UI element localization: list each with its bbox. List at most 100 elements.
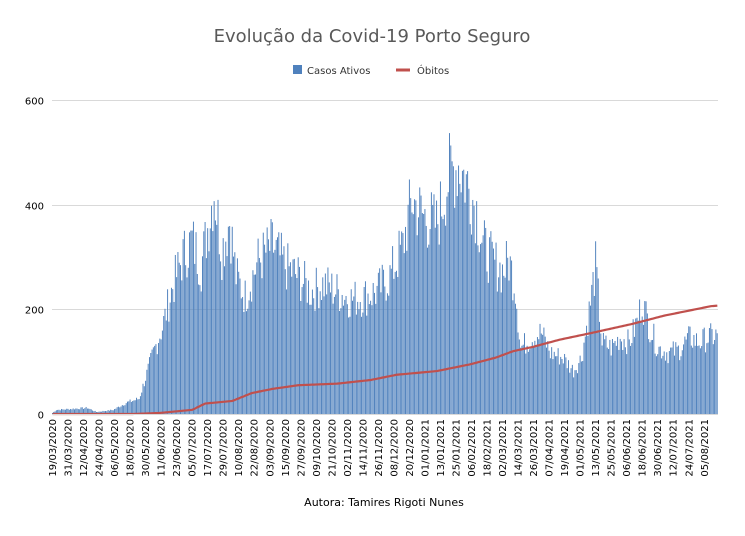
x-tick-label: 30/05/2020 [141, 419, 152, 477]
x-tick-label: 05/08/2021 [700, 419, 711, 477]
x-tick-label: 02/11/2020 [343, 419, 354, 477]
bar-casos-ativos [67, 408, 69, 414]
bar-casos-ativos [591, 284, 593, 414]
bar-casos-ativos [522, 344, 524, 414]
bar-casos-ativos [694, 345, 696, 414]
bar-casos-ativos [141, 392, 143, 414]
bar-casos-ativos [379, 268, 381, 414]
bar-casos-ativos [569, 372, 571, 414]
bar-casos-ativos [551, 347, 553, 414]
bar-casos-ativos [615, 345, 617, 414]
bar-casos-ativos [129, 399, 131, 414]
bar-casos-ativos [169, 302, 171, 414]
bar-casos-ativos [469, 224, 471, 414]
bar-casos-ativos [101, 411, 103, 414]
bar-casos-ativos [163, 316, 165, 414]
bar-casos-ativos [301, 287, 303, 414]
bar-casos-ativos [226, 256, 228, 414]
bar-casos-ativos [652, 339, 654, 414]
bar-casos-ativos [178, 262, 180, 414]
bar-casos-ativos [438, 244, 440, 414]
bar-casos-ativos [308, 280, 310, 414]
bar-casos-ativos [190, 230, 192, 414]
bar-casos-ativos [668, 351, 670, 414]
x-tick-label: 26/03/2021 [529, 419, 540, 477]
bar-casos-ativos [570, 368, 572, 414]
bar-casos-ativos [270, 219, 272, 414]
bar-casos-ativos [138, 399, 140, 414]
bar-casos-ativos [296, 278, 298, 414]
bar-casos-ativos [716, 333, 718, 414]
bar-casos-ativos [473, 205, 475, 414]
bar-casos-ativos [548, 350, 550, 414]
bar-casos-ativos [262, 232, 264, 414]
bar-casos-ativos [256, 262, 258, 414]
bar-casos-ativos [436, 200, 438, 414]
bar-casos-ativos [539, 323, 541, 414]
bar-casos-ativos [90, 409, 92, 414]
bar-casos-ativos [518, 339, 520, 414]
casos-ativos-series [52, 133, 718, 415]
bar-casos-ativos [380, 292, 382, 414]
bar-casos-ativos [52, 412, 53, 414]
x-tick-label: 21/10/2020 [327, 419, 338, 477]
bar-casos-ativos [335, 294, 337, 414]
bar-casos-ativos [417, 217, 419, 414]
bar-casos-ativos [403, 253, 405, 414]
bar-casos-ativos [265, 252, 267, 414]
bar-casos-ativos [336, 274, 338, 414]
bar-casos-ativos [342, 305, 344, 414]
author-credit: Autora: Tamires Rigoti Nunes [304, 496, 464, 509]
x-tick-label: 07/04/2021 [545, 419, 556, 477]
y-tick-label: 0 [38, 411, 44, 422]
bar-casos-ativos [340, 308, 342, 414]
bar-casos-ativos [412, 214, 414, 414]
bar-casos-ativos [606, 347, 608, 414]
x-tick-label: 25/01/2021 [451, 419, 462, 477]
bar-casos-ativos [405, 226, 407, 414]
bar-casos-ativos [666, 352, 668, 414]
bar-casos-ativos [655, 356, 657, 414]
bar-casos-ativos [146, 369, 148, 414]
bar-casos-ativos [582, 361, 584, 414]
bar-casos-ativos [289, 262, 291, 414]
bar-casos-ativos [236, 258, 238, 414]
bar-casos-ativos [452, 166, 454, 414]
bar-casos-ativos [354, 281, 356, 414]
bar-casos-ativos [663, 351, 665, 414]
bar-casos-ativos [202, 256, 203, 414]
bar-casos-ativos [683, 344, 685, 414]
bar-casos-ativos [648, 339, 650, 414]
bar-casos-ativos [177, 252, 179, 414]
bar-casos-ativos [509, 256, 511, 414]
bar-casos-ativos [161, 330, 163, 414]
bar-casos-ativos [331, 273, 333, 414]
x-tick-label: 05/07/2020 [188, 419, 199, 477]
bar-casos-ativos [302, 283, 304, 414]
bar-casos-ativos [664, 360, 666, 414]
bar-casos-ativos [450, 145, 452, 415]
y-tick-label: 400 [25, 202, 44, 213]
bar-casos-ativos [458, 165, 460, 414]
bar-casos-ativos [604, 339, 606, 414]
bar-casos-ativos [538, 339, 540, 414]
bar-casos-ativos [339, 310, 341, 414]
bar-casos-ativos [610, 355, 612, 414]
legend-label-casos-ativos: Casos Ativos [307, 66, 370, 77]
bar-casos-ativos [549, 358, 551, 414]
bar-casos-ativos [58, 409, 60, 414]
bar-casos-ativos [239, 278, 241, 414]
bar-casos-ativos [258, 257, 260, 414]
bar-casos-ativos [619, 338, 621, 414]
y-tick-label: 600 [25, 97, 44, 108]
bar-casos-ativos [504, 277, 506, 414]
bar-casos-ativos [520, 347, 522, 414]
bar-casos-ativos [702, 329, 704, 414]
bar-casos-ativos [209, 228, 211, 414]
bar-casos-ativos [286, 289, 288, 414]
x-tick-label: 31/03/2020 [64, 419, 75, 477]
bar-casos-ativos [589, 305, 591, 414]
bar-casos-ativos [143, 386, 145, 414]
bar-casos-ativos [216, 224, 218, 414]
bar-casos-ativos [428, 244, 430, 414]
